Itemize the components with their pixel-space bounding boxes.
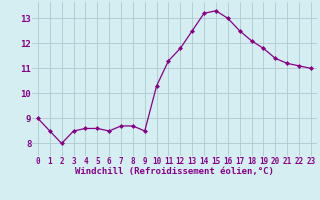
X-axis label: Windchill (Refroidissement éolien,°C): Windchill (Refroidissement éolien,°C) xyxy=(75,167,274,176)
